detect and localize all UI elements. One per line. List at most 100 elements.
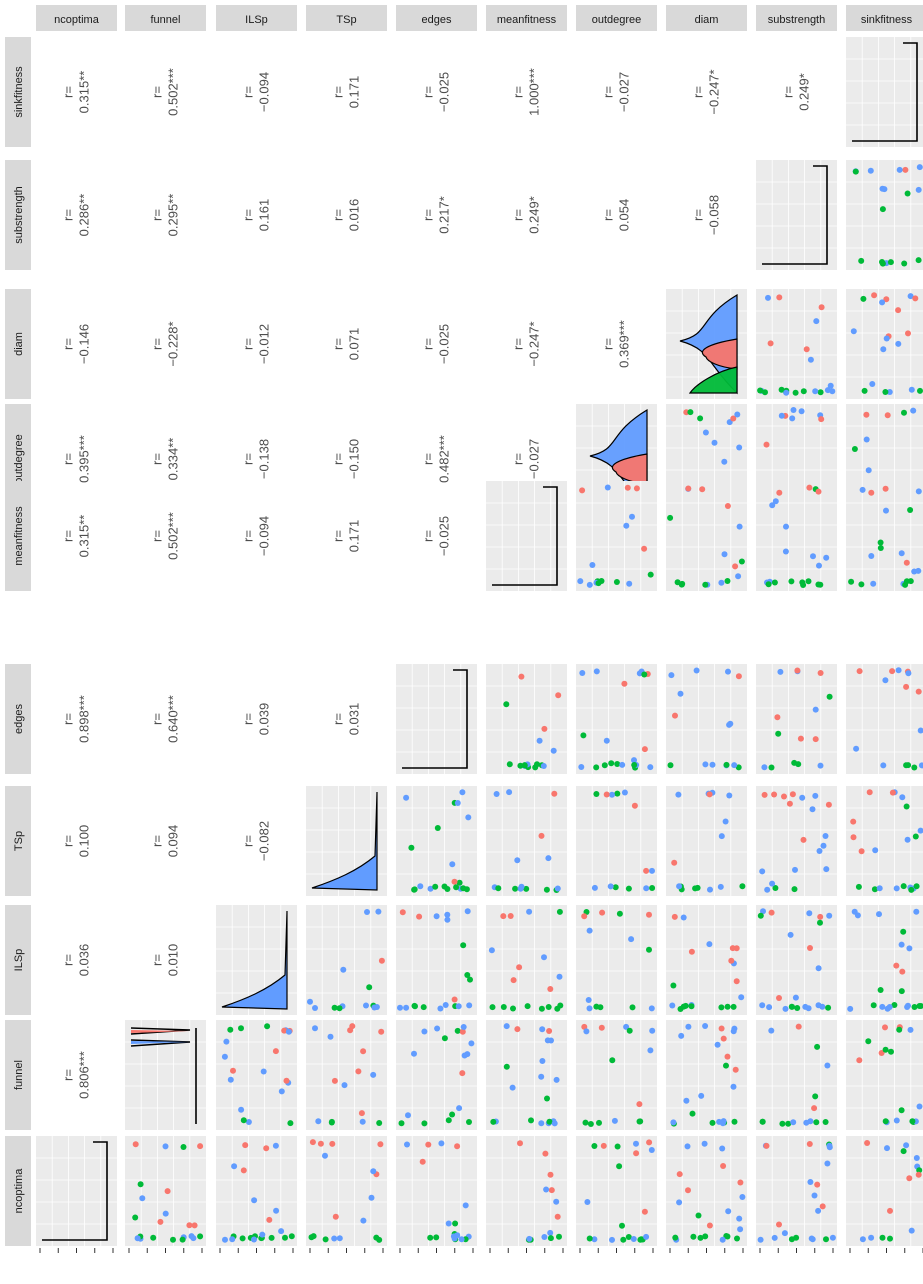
scatter-point [800, 836, 807, 843]
scatter-point [815, 1207, 822, 1214]
panel-ilsp-sinkfitness [846, 905, 923, 1015]
scatter-point [623, 1023, 630, 1030]
col-strip-funnel [125, 5, 206, 31]
scatter-point [861, 387, 868, 394]
scatter-point [880, 762, 887, 769]
row-strip-label-substrength: substrength [13, 186, 25, 243]
scatter-point [489, 1004, 496, 1011]
scatter-point [724, 1003, 731, 1010]
panel-background [576, 905, 657, 1015]
scatter-point [517, 885, 524, 892]
scatter-point [806, 1141, 813, 1147]
scatter-point [364, 909, 370, 915]
scatter-point [591, 884, 598, 891]
scatter-point [878, 1050, 885, 1056]
scatter-point [735, 673, 742, 680]
density-fill-red [131, 1030, 190, 1033]
panel-funnel-meanfitness [486, 1020, 567, 1130]
scatter-point [907, 507, 914, 513]
scatter-point [675, 791, 682, 798]
scatter-point [812, 706, 819, 713]
panel-ilsp-ncoptima: r= 0.036 [61, 944, 92, 977]
scatter-point [222, 1236, 228, 1243]
scatter-point [759, 1118, 766, 1125]
panel-sinkfitness-diam: r= −0.247* [691, 69, 722, 114]
panel-tsp-ilsp: r= −0.082 [241, 821, 272, 861]
scatter-point [786, 800, 793, 807]
scatter-point [725, 1208, 732, 1215]
scatter-point [449, 861, 456, 868]
panel-ilsp-outdegree [576, 905, 657, 1015]
scatter-point [808, 1235, 815, 1242]
panel-tsp-diam [666, 786, 747, 896]
scatter-point [762, 389, 768, 396]
scatter-point [910, 407, 917, 414]
scatter-point [648, 1005, 655, 1012]
correlation-label: r= [331, 713, 346, 725]
scatter-point [792, 866, 798, 873]
scatter-point [814, 1043, 821, 1050]
scatter-point [526, 908, 533, 915]
scatter-point [912, 833, 919, 840]
scatter-point [676, 1171, 683, 1178]
panel-background [846, 1136, 923, 1246]
scatter-point [771, 1234, 778, 1241]
scatter-point [870, 580, 877, 587]
scatter-point [768, 909, 775, 916]
scatter-point [600, 1142, 607, 1149]
scatter-point [614, 761, 621, 767]
scatter-point [264, 1023, 271, 1030]
scatter-point [883, 296, 890, 303]
scatter-point [852, 168, 859, 175]
scatter-point [227, 1026, 234, 1033]
scatter-point [315, 1118, 322, 1125]
scatter-point [609, 1236, 615, 1243]
scatter-point [441, 1035, 448, 1042]
density-curve [402, 669, 468, 769]
scatter-point [536, 737, 543, 744]
panel-background [576, 1136, 657, 1246]
correlation-label: r= [331, 530, 346, 542]
scatter-point [273, 1207, 280, 1214]
scatter-point [425, 1141, 432, 1148]
density-curve-00BA38 [688, 366, 738, 394]
panel-meanfitness-meanfitness [486, 481, 567, 591]
scatter-point [586, 1235, 593, 1242]
scatter-point [612, 884, 619, 891]
scatter-point [370, 1168, 377, 1175]
scatter-point [509, 1084, 516, 1091]
scatter-point [884, 1005, 891, 1012]
scatter-point [731, 1118, 738, 1125]
panel-ilsp-substrength [756, 905, 837, 1015]
scatter-point [419, 1158, 426, 1165]
scatter-point [259, 1231, 266, 1238]
scatter-point [824, 387, 831, 394]
scatter-point [702, 1233, 709, 1240]
correlation-value: −0.094 [257, 72, 272, 112]
scatter-point [898, 988, 905, 995]
scatter-point [810, 553, 816, 560]
scatter-point [454, 800, 461, 806]
panel-diam-funnel: r= −0.228* [150, 321, 181, 366]
panel-tsp-ncoptima: r= 0.100 [61, 825, 92, 858]
scatter-point [312, 1025, 318, 1032]
panel-background [216, 1136, 297, 1246]
scatter-point [288, 1233, 295, 1240]
scatter-point [850, 328, 857, 335]
scatter-point [676, 1199, 683, 1206]
scatter-point [877, 987, 884, 993]
correlation-label: r= [511, 453, 526, 465]
panel-diam-outdegree: r= 0.369*** [601, 320, 632, 368]
correlation-value: −0.058 [707, 195, 722, 235]
panel-background [486, 1020, 567, 1130]
row-strip-diam [5, 289, 31, 399]
panel-background [846, 1020, 923, 1130]
scatter-point [825, 1004, 832, 1011]
col-strip-label-tsp: TSp [336, 14, 356, 26]
scatter-point [816, 848, 823, 854]
scatter-point [771, 579, 778, 586]
scatter-point [242, 1142, 249, 1149]
scatter-point [863, 436, 870, 443]
scatter-point [378, 957, 385, 964]
correlation-value: 0.217* [437, 196, 452, 234]
